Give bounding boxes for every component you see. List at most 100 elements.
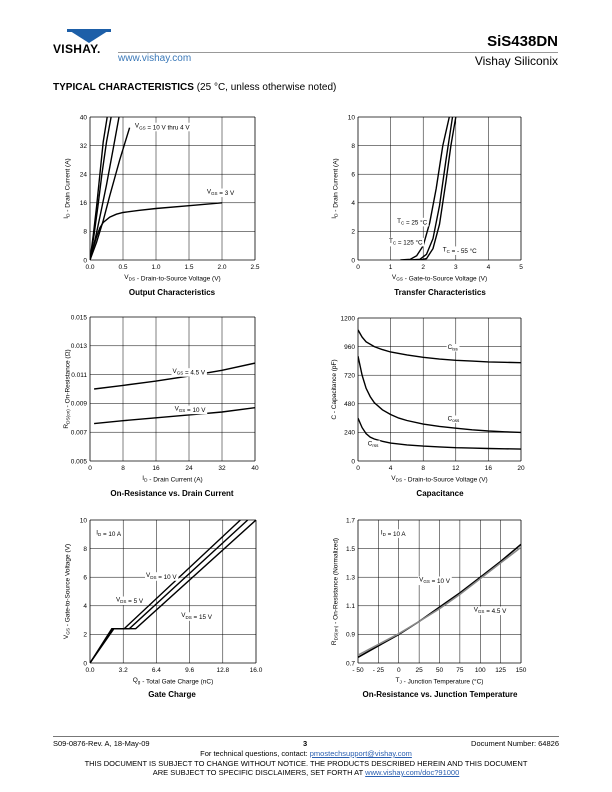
vishay-logo-triangle-icon <box>67 29 111 43</box>
tick-label-x: 1.5 <box>184 264 193 271</box>
annotation-1: VGS = 3 V <box>207 189 235 198</box>
series-line-0 <box>90 117 108 260</box>
series-line-0 <box>94 362 255 390</box>
tick-label-x: - 50 <box>352 667 364 674</box>
section-title: TYPICAL CHARACTERISTICS (25 °C, unless o… <box>53 82 336 93</box>
series-line-1 <box>358 355 521 434</box>
tick-label-y: 0.013 <box>71 343 88 350</box>
x-axis-label: Qg - Total Gate Charge (nC) <box>133 677 214 686</box>
tick-label-y: 8 <box>351 143 355 150</box>
series-line-2 <box>90 520 256 663</box>
series-line-2 <box>419 117 457 260</box>
tick-label-y: 0 <box>83 257 87 264</box>
x-axis-label: VGS - Gate-to-Source Voltage (V) <box>392 274 487 283</box>
annotation-0: VGS = 4.5 V <box>173 368 206 377</box>
disclaimer-link[interactable]: www.vishay.com/doc?91000 <box>365 768 460 777</box>
annotation-bg <box>396 217 429 227</box>
annotation-bg <box>145 572 179 581</box>
tick-label-x: - 25 <box>373 667 385 674</box>
tick-label-x: 20 <box>517 465 525 472</box>
footer-divider <box>53 736 559 737</box>
tick-label-y: 1.3 <box>346 575 355 582</box>
tick-label-y: 0.7 <box>346 660 355 667</box>
caption-onres: On-Resistance vs. Drain Current <box>110 489 234 498</box>
tick-label-y: 0 <box>351 257 355 264</box>
tick-label-y: 6 <box>83 575 87 582</box>
annotation-bg <box>472 606 509 616</box>
series-line-2 <box>90 117 120 260</box>
tick-label-y: 6 <box>351 172 355 179</box>
tick-label-y: 2 <box>351 229 355 236</box>
document-number: Document Number: 64826 <box>471 739 559 748</box>
tick-label-y: 8 <box>83 546 87 553</box>
tick-label-x: 125 <box>495 667 506 674</box>
doc-revision: S09-0876-Rev. A, 18-May-09 <box>53 739 150 748</box>
tick-label-x: 5 <box>519 264 523 271</box>
annotation-bg <box>441 246 479 255</box>
part-number: SiS438DN <box>487 33 558 50</box>
annotation-0: ID = 10 A <box>381 529 407 538</box>
tick-label-y: 1.5 <box>346 546 355 553</box>
annotation-bg <box>171 368 207 377</box>
tick-label-y: 0.015 <box>71 314 88 321</box>
caption-cap: Capacitance <box>416 489 464 498</box>
series-line-3 <box>90 127 131 260</box>
tick-label-x: 0.0 <box>85 264 94 271</box>
annotation-bg <box>173 405 208 415</box>
chart-transfer: 0 1 2 3 4 5 0 2 4 6 8 10 VGS - Gate-to-Source Voltag… <box>331 114 523 282</box>
tick-label-y: 0 <box>351 458 355 465</box>
y-axis-label: RDS(on) - On-Resistance (Normalized) <box>331 538 340 645</box>
contact-email-link[interactable]: pmostechsupport@vishay.com <box>309 749 412 758</box>
x-axis-label: VDS - Drain-to-Source Voltage (V) <box>391 475 487 484</box>
page-number: 3 <box>303 739 308 748</box>
notice-prefix: ARE SUBJECT TO SPECIFIC DISCLAIMERS, SET… <box>152 768 366 777</box>
annotation-bg <box>205 188 236 198</box>
chart-temp: - 50 - 25 0 25 50 75 100 125 150 0.7 0.9 1.1 1.3 1.5 1… <box>331 517 527 685</box>
annotation-2: TC = - 55 °C <box>443 246 477 255</box>
annotation-0: Ciss <box>448 344 459 352</box>
annotation-bg <box>387 237 425 247</box>
series-line-1 <box>358 546 521 656</box>
tick-label-x: 40 <box>251 465 259 472</box>
chart-cap: 0 4 8 12 16 20 0 240 480 720 960 1200 VDS - Drain-to… <box>331 315 525 483</box>
y-axis-label: ID - Drain Current (A) <box>331 158 340 218</box>
caption-transfer: Transfer Characteristics <box>394 288 486 297</box>
tick-label-x: 32 <box>218 465 226 472</box>
tick-label-y: 0.9 <box>346 632 355 639</box>
tick-label-y: 480 <box>344 401 355 408</box>
tick-label-y: 24 <box>80 172 88 179</box>
chart-onres: 0 8 16 24 32 40 0.005 0.007 0.009 0.011 0.013 0.015… <box>63 314 259 483</box>
annotation-1: VDS = 10 V <box>146 572 177 581</box>
tick-label-x: 8 <box>421 465 425 472</box>
series-line-0 <box>90 520 241 663</box>
section-title-rest: (25 °C, unless otherwise noted) <box>193 82 337 93</box>
caption-gate: Gate Charge <box>148 690 196 699</box>
tick-label-y: 8 <box>83 229 87 236</box>
tick-label-y: 0.009 <box>71 401 88 408</box>
tick-label-x: 0 <box>88 465 92 472</box>
contact-line: For technical questions, contact: pmoste… <box>0 749 612 758</box>
tick-label-x: 0 <box>356 264 360 271</box>
x-axis-label: TJ - Junction Temperature (°C) <box>396 677 484 686</box>
tick-label-x: 0 <box>397 667 401 674</box>
tick-label-x: 16 <box>152 465 160 472</box>
series-line-0 <box>358 329 521 364</box>
tick-label-x: 4 <box>389 465 393 472</box>
annotation-1: VGS = 10 V <box>419 576 451 585</box>
tick-label-x: 2 <box>421 264 425 271</box>
tick-label-x: 50 <box>436 667 444 674</box>
company-name: Vishay Siliconix <box>474 54 558 68</box>
tick-label-x: 12.8 <box>216 667 229 674</box>
annotation-bg <box>379 529 408 538</box>
tick-label-y: 1.7 <box>346 517 355 524</box>
x-axis-label: ID - Drain Current (A) <box>142 475 202 484</box>
series-line-1 <box>94 407 255 425</box>
series-line-4 <box>90 202 223 260</box>
tick-label-x: 150 <box>516 667 527 674</box>
website-link[interactable]: www.vishay.com <box>118 53 192 64</box>
tick-label-x: 4 <box>487 264 491 271</box>
y-axis-label: C - Capacitance (pF) <box>331 359 338 419</box>
tick-label-x: 25 <box>416 667 424 674</box>
tick-label-x: 2.0 <box>217 264 226 271</box>
tick-label-y: 40 <box>80 114 88 121</box>
